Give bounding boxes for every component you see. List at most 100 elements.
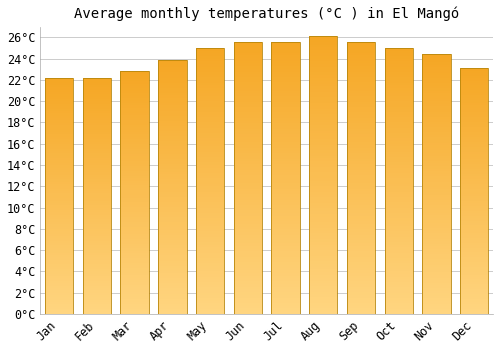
Bar bbox=[234, 199, 262, 202]
Bar bbox=[196, 51, 224, 53]
Bar bbox=[83, 172, 111, 175]
Bar bbox=[422, 210, 450, 213]
Bar bbox=[460, 240, 488, 243]
Bar bbox=[384, 213, 413, 216]
Bar bbox=[309, 231, 338, 233]
Bar bbox=[272, 55, 299, 58]
Bar bbox=[422, 192, 450, 195]
Bar bbox=[309, 306, 338, 308]
Bar bbox=[309, 239, 338, 242]
Bar bbox=[309, 150, 338, 153]
Bar bbox=[45, 151, 74, 153]
Bar bbox=[422, 156, 450, 158]
Bar bbox=[83, 262, 111, 264]
Bar bbox=[158, 192, 186, 195]
Bar bbox=[196, 226, 224, 229]
Bar bbox=[309, 36, 338, 39]
Bar bbox=[422, 252, 450, 254]
Bar bbox=[272, 42, 299, 44]
Bar bbox=[83, 179, 111, 182]
Bar bbox=[384, 274, 413, 276]
Bar bbox=[45, 300, 74, 302]
Bar bbox=[272, 93, 299, 96]
Bar bbox=[234, 210, 262, 213]
Bar bbox=[158, 126, 186, 128]
Bar bbox=[196, 199, 224, 202]
Bar bbox=[45, 217, 74, 219]
Bar bbox=[83, 102, 111, 104]
Bar bbox=[347, 42, 375, 44]
Bar bbox=[83, 134, 111, 137]
Bar bbox=[158, 105, 186, 108]
Bar bbox=[309, 72, 338, 75]
Bar bbox=[309, 114, 338, 117]
Bar bbox=[234, 123, 262, 126]
Bar bbox=[83, 233, 111, 236]
Bar bbox=[83, 264, 111, 267]
Bar bbox=[120, 307, 149, 309]
Bar bbox=[384, 239, 413, 242]
Bar bbox=[309, 250, 338, 253]
Bar bbox=[347, 202, 375, 205]
Bar bbox=[460, 76, 488, 78]
Bar bbox=[120, 231, 149, 234]
Bar bbox=[234, 83, 262, 85]
Bar bbox=[45, 149, 74, 151]
Bar bbox=[120, 256, 149, 258]
Bar bbox=[460, 134, 488, 137]
Bar bbox=[272, 295, 299, 298]
Bar bbox=[272, 148, 299, 150]
Bar bbox=[460, 140, 488, 142]
Bar bbox=[45, 113, 74, 116]
Bar bbox=[309, 67, 338, 70]
Bar bbox=[422, 91, 450, 93]
Bar bbox=[83, 260, 111, 262]
Bar bbox=[422, 226, 450, 228]
Bar bbox=[158, 108, 186, 111]
Bar bbox=[234, 80, 262, 83]
Bar bbox=[196, 162, 224, 165]
Bar bbox=[158, 72, 186, 75]
Bar bbox=[120, 120, 149, 122]
Bar bbox=[422, 187, 450, 189]
Bar bbox=[158, 182, 186, 184]
Bar bbox=[196, 216, 224, 218]
Bar bbox=[234, 170, 262, 172]
Bar bbox=[422, 60, 450, 62]
Bar bbox=[83, 298, 111, 300]
Bar bbox=[347, 306, 375, 308]
Bar bbox=[196, 93, 224, 96]
Bar bbox=[384, 197, 413, 199]
Bar bbox=[384, 256, 413, 258]
Bar bbox=[309, 100, 338, 103]
Bar bbox=[45, 312, 74, 314]
Bar bbox=[384, 61, 413, 64]
Bar bbox=[460, 71, 488, 73]
Bar bbox=[309, 281, 338, 284]
Bar bbox=[272, 107, 299, 110]
Bar bbox=[272, 142, 299, 145]
Bar bbox=[272, 265, 299, 268]
Bar bbox=[347, 66, 375, 69]
Bar bbox=[45, 271, 74, 274]
Bar bbox=[45, 255, 74, 257]
Bar bbox=[45, 102, 74, 104]
Bar bbox=[83, 243, 111, 245]
Bar bbox=[83, 94, 111, 97]
Bar bbox=[272, 194, 299, 197]
Bar bbox=[272, 52, 299, 55]
Bar bbox=[384, 224, 413, 226]
Bar bbox=[45, 226, 74, 229]
Bar bbox=[272, 289, 299, 292]
Bar bbox=[384, 189, 413, 191]
Bar bbox=[347, 91, 375, 93]
Bar bbox=[45, 205, 74, 208]
Bar bbox=[384, 216, 413, 218]
Bar bbox=[272, 232, 299, 235]
Bar bbox=[120, 236, 149, 239]
Bar bbox=[158, 299, 186, 301]
Bar bbox=[234, 159, 262, 161]
Bar bbox=[234, 251, 262, 254]
Bar bbox=[158, 266, 186, 268]
Bar bbox=[45, 208, 74, 210]
